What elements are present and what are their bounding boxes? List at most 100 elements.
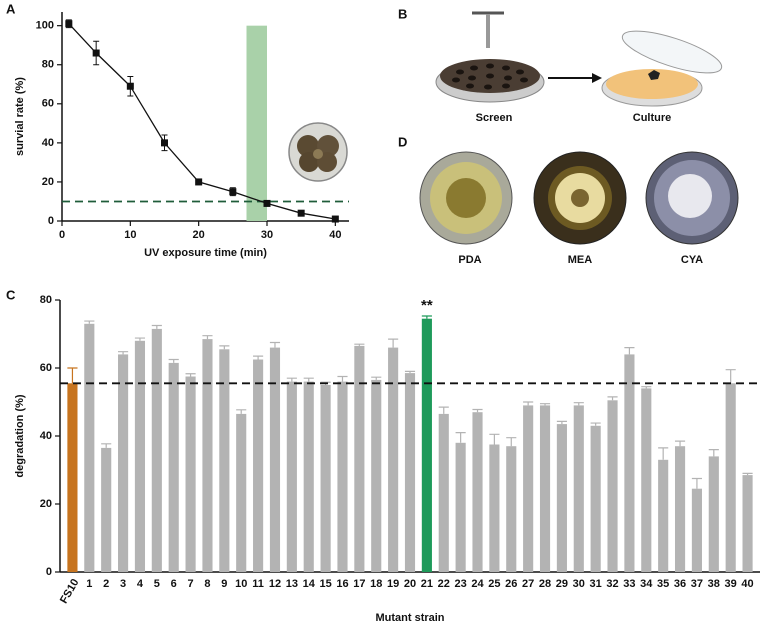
- y-tick-label: 100: [36, 20, 54, 32]
- bar: [438, 413, 449, 572]
- error-bar: [674, 440, 686, 447]
- x-tick-label: 20: [404, 578, 416, 590]
- x-tick-label: 17: [353, 578, 365, 590]
- error-bar: [421, 315, 432, 319]
- bar: [691, 488, 702, 572]
- x-tick-label: 21: [421, 578, 433, 590]
- x-tick-label: 14: [303, 578, 316, 590]
- x-tick-label: 28: [539, 578, 551, 590]
- x-axis-label: Mutant strain: [375, 612, 444, 624]
- x-tick-label: 25: [488, 578, 500, 590]
- bar: [624, 354, 635, 572]
- bar: [236, 413, 247, 572]
- bar: [674, 446, 686, 572]
- error-bar: [658, 447, 669, 460]
- x-tick-label: 4: [137, 578, 144, 590]
- x-tick-label: 6: [171, 578, 177, 590]
- error-bar: [641, 386, 652, 389]
- x-tick-label: 10: [235, 578, 247, 590]
- marker: [65, 20, 73, 28]
- error-bar: [607, 396, 618, 401]
- x-tick-label: 18: [370, 578, 382, 590]
- x-tick-label: 5: [154, 578, 160, 590]
- panel-letter: A: [6, 1, 16, 16]
- error-bar: [151, 324, 162, 329]
- panel-letter: B: [398, 6, 407, 21]
- x-tick-label: 10: [124, 229, 136, 241]
- bar: [708, 456, 719, 572]
- x-tick-label: 1: [86, 578, 92, 590]
- marker: [195, 178, 203, 186]
- error-bar: [354, 343, 365, 346]
- x-tick-label: 12: [269, 578, 281, 590]
- error-bar: [168, 358, 179, 363]
- x-tick-label: 35: [657, 578, 669, 590]
- annotation: **: [421, 297, 433, 314]
- x-tick-label: 30: [261, 229, 273, 241]
- bar: [641, 388, 652, 572]
- bar: [67, 383, 78, 572]
- error-bar: [388, 338, 399, 348]
- bar: [472, 412, 483, 572]
- y-axis-label: degradation (%): [14, 394, 26, 477]
- error-bar: [236, 409, 247, 414]
- highlight-band: [246, 25, 267, 221]
- error-bar: [286, 377, 297, 382]
- marker: [161, 139, 168, 147]
- bar: [658, 459, 669, 572]
- petri-photo: [288, 122, 348, 182]
- x-tick-label: 34: [640, 578, 653, 590]
- x-tick-label: 33: [623, 578, 635, 590]
- bar: [134, 340, 146, 572]
- x-tick-label: 40: [741, 578, 753, 590]
- x-tick-label: 22: [438, 578, 450, 590]
- error-bar: [84, 320, 95, 324]
- y-tick-label: 80: [40, 294, 52, 306]
- x-tick-label: 9: [221, 578, 227, 590]
- x-tick-label: 40: [329, 229, 341, 241]
- error-bar: [725, 369, 736, 384]
- y-tick-label: 20: [40, 498, 52, 510]
- y-tick-label: 80: [42, 59, 54, 71]
- x-tick-label: 19: [387, 578, 399, 590]
- error-bar: [489, 433, 500, 445]
- bar: [573, 405, 584, 572]
- bar: [118, 354, 129, 572]
- bar: [286, 381, 297, 572]
- panel-letter: C: [6, 287, 16, 302]
- marker: [229, 188, 237, 196]
- x-tick-label: 13: [286, 578, 298, 590]
- y-tick-label: 60: [40, 362, 52, 374]
- bar: [421, 318, 432, 572]
- error-bar: [691, 477, 702, 489]
- error-bar: [573, 402, 584, 406]
- error-bar: [337, 375, 348, 382]
- y-axis-label: survial rate (%): [14, 77, 26, 156]
- error-bar: [539, 403, 551, 406]
- bar: [742, 475, 753, 572]
- bar: [489, 444, 500, 572]
- x-tick-label: 23: [455, 578, 467, 590]
- marker: [331, 215, 339, 223]
- bar: [590, 425, 601, 572]
- error-bar: [185, 373, 196, 377]
- x-tick-label: 11: [252, 578, 264, 590]
- error-bar: [269, 341, 281, 348]
- error-bar: [742, 472, 753, 476]
- x-tick-label: 32: [606, 578, 618, 590]
- bar: [337, 381, 348, 572]
- x-tick-label: 8: [204, 578, 210, 590]
- x-tick-label: 3: [120, 578, 126, 590]
- y-tick-label: 20: [42, 176, 54, 188]
- y-tick-label: 60: [42, 98, 54, 110]
- y-tick-label: 0: [46, 566, 52, 578]
- x-tick-label: 16: [336, 578, 348, 590]
- error-bar: [134, 337, 146, 341]
- bar: [219, 349, 230, 572]
- plate-photos: [419, 151, 739, 245]
- x-tick-label: 39: [725, 578, 737, 590]
- y-tick-label: 0: [48, 215, 54, 227]
- bar: [371, 379, 382, 572]
- error-bar: [523, 401, 534, 406]
